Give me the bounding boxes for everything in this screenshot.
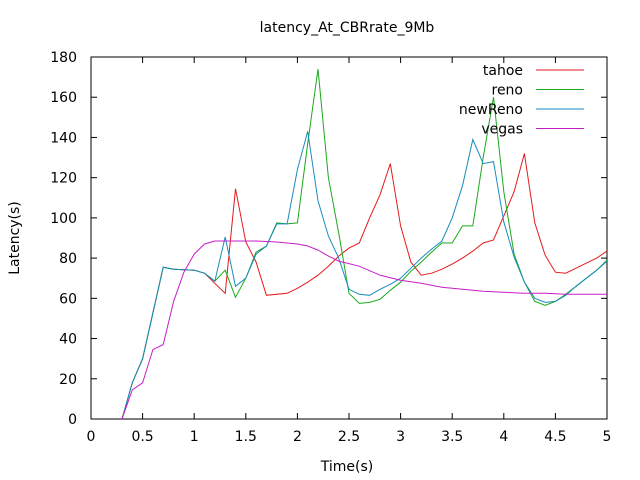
y-axis-label: Latency(s) — [7, 201, 23, 275]
y-tick-label: 60 — [59, 291, 77, 307]
series-line-vegas — [121, 240, 607, 420]
legend-label-vegas: vegas — [481, 122, 523, 138]
x-tick-label: 2.5 — [338, 429, 360, 445]
x-tick-label: 3 — [396, 429, 405, 445]
y-tick-label: 40 — [59, 332, 77, 348]
series-line-tahoe — [121, 153, 608, 420]
x-tick-label: 1 — [190, 429, 199, 445]
y-tick-label: 140 — [50, 130, 77, 146]
y-tick-label: 160 — [50, 90, 77, 106]
chart-title: latency_At_CBRrate_9Mb — [260, 20, 435, 36]
x-tick-label: 4.5 — [544, 429, 566, 445]
x-tick-label: 5 — [603, 429, 612, 445]
x-tick-label: 0 — [87, 429, 96, 445]
x-tick-label: 0.5 — [131, 429, 153, 445]
y-tick-label: 20 — [59, 372, 77, 388]
y-tick-label: 0 — [68, 412, 77, 428]
y-tick-label: 100 — [50, 211, 77, 227]
series-lines — [121, 69, 608, 420]
y-tick-label: 180 — [50, 50, 77, 66]
legend: tahoe reno newReno vegas — [459, 63, 584, 138]
y-tick-label: 120 — [50, 171, 77, 187]
legend-label-tahoe: tahoe — [483, 63, 523, 79]
axis-ticks: 0 0.5 1 1.5 2 2.5 3 3.5 4 4.5 5 0 20 40 60 80 100 120 140 1… — [50, 50, 611, 445]
legend-label-newReno: newReno — [459, 102, 523, 118]
x-axis-label: Time(s) — [320, 459, 373, 475]
plot-frame — [90, 56, 608, 420]
x-tick-label: 1.5 — [235, 429, 257, 445]
x-tick-label: 4 — [499, 429, 508, 445]
series-line-reno — [121, 69, 608, 420]
x-tick-label: 2 — [293, 429, 302, 445]
x-tick-label: 3.5 — [441, 429, 463, 445]
y-tick-label: 80 — [59, 251, 77, 267]
series-line-newReno — [121, 131, 608, 420]
legend-label-reno: reno — [492, 83, 524, 99]
